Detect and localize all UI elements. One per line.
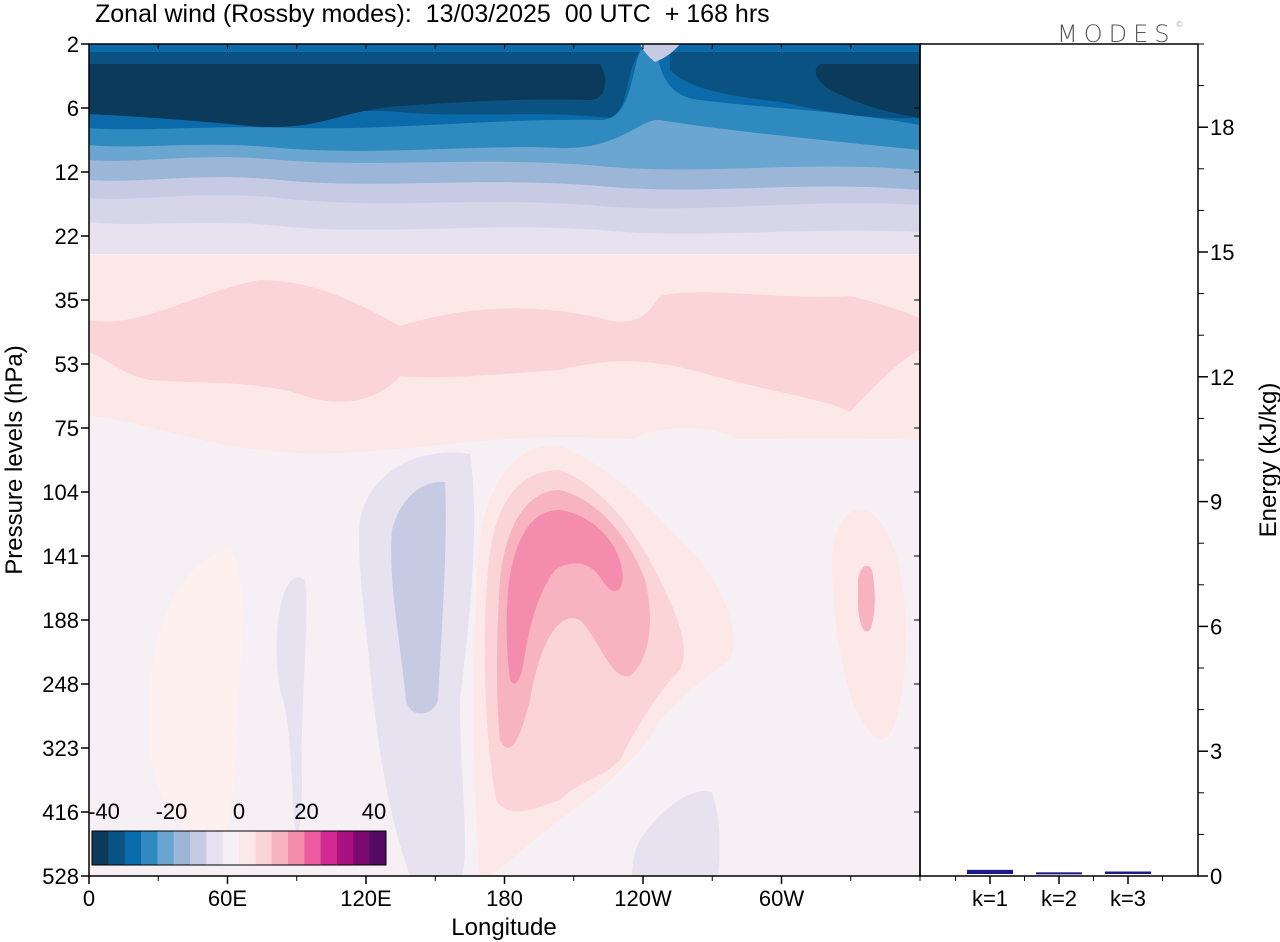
energy-categories: k=1 k=2 k=3: [955, 876, 1163, 911]
y-axis-title: Pressure levels (hPa): [1, 345, 28, 574]
energy-tick-label: 15: [1210, 240, 1234, 265]
weak-gap: [640, 44, 680, 62]
colorbar-swatch: [141, 831, 158, 865]
energy-tick-label: 18: [1210, 115, 1234, 140]
weak-strip-east: [780, 571, 806, 769]
y-tick-label: 188: [42, 608, 79, 633]
energy-plot-frame: [919, 43, 1199, 877]
x-axis: 0 60E 120E 180 120W 60W: [83, 44, 921, 911]
westerly-blob-east-core: [858, 565, 875, 632]
x-axis-title: Longitude: [451, 914, 556, 941]
core-minus45-west: [89, 64, 606, 128]
y-tick-label: 6: [67, 96, 79, 121]
westerly-jet-core: [506, 510, 623, 684]
colorbar-swatch: [222, 831, 240, 865]
y-tick-label: 53: [55, 352, 79, 377]
y-tick-label: 104: [42, 480, 79, 505]
colorbar-swatch: [255, 831, 273, 865]
x-tick-label: 120W: [614, 886, 672, 911]
energy-bar: [1105, 871, 1151, 874]
energy-tick-label: 0: [1210, 864, 1222, 889]
y-tick-label: 323: [42, 736, 79, 761]
x-tick-label: 0: [83, 886, 95, 911]
colorbar-swatch: [239, 831, 256, 865]
colorbar-tick-label: 40: [362, 799, 386, 824]
colorbar-tick-label: -40: [88, 799, 120, 824]
contour-field: [89, 44, 920, 876]
easterly-blob-lower: [632, 791, 720, 876]
y-tick-label: 12: [55, 160, 79, 185]
colorbar-tick-label: 20: [294, 799, 318, 824]
x-tick-label: 120E: [340, 886, 391, 911]
easterly-core-140e: [391, 481, 446, 714]
colorbar-swatch: [337, 831, 354, 865]
y-tick-label: 416: [42, 800, 79, 825]
colorbar-frame: [91, 830, 387, 866]
colorbar-swatch: [92, 831, 109, 865]
y-tick-label: 528: [42, 864, 79, 889]
colorbar-labels: -40 -20 0 20 40: [88, 799, 386, 824]
weak-westerly-west: [150, 548, 243, 850]
energy-bar: [1036, 872, 1082, 875]
energy-category-label: k=1: [972, 886, 1008, 911]
chart-title: Zonal wind (Rossby modes): 13/03/2025 00…: [95, 0, 770, 28]
y-axis-right: 0 3 6 9 12 15 18: [1198, 43, 1234, 889]
colorbar-tick-label: -20: [156, 799, 188, 824]
energy-category-label: k=2: [1041, 886, 1077, 911]
energy-tick-label: 12: [1210, 365, 1234, 390]
weak-patch-mid: [630, 428, 740, 478]
colorbar-swatch: [108, 831, 126, 865]
y-tick-label: 22: [55, 224, 79, 249]
y-tick-label: 141: [42, 544, 79, 569]
energy-category-label: k=3: [1110, 886, 1146, 911]
colorbar-tick-label: 0: [233, 799, 245, 824]
easterly-strip-90e: [276, 577, 307, 837]
y-axis-left: 2 6 12 22 35 53 75 104 141 188 248 323 416 528: [42, 32, 920, 889]
brand-mark: ©: [1175, 20, 1184, 29]
colorbar-swatch: [369, 831, 387, 865]
energy-bars: [967, 869, 1151, 875]
colorbar-swatch: [288, 831, 305, 865]
energy-tick-label: 9: [1210, 490, 1222, 515]
colorbar-swatch: [353, 831, 371, 865]
y-tick-label: 75: [55, 416, 79, 441]
colorbar-swatch: [304, 831, 322, 865]
colorbar-swatch: [320, 831, 338, 865]
colorbar-swatch: [173, 831, 191, 865]
colorbar-swatch: [206, 831, 224, 865]
y-tick-label: 2: [67, 32, 79, 57]
y-tick-label: 248: [42, 672, 79, 697]
energy-tick-label: 3: [1210, 739, 1222, 764]
energy-axis-title: Energy (kJ/kg): [1255, 383, 1280, 538]
colorbar-swatch: [190, 831, 207, 865]
core-minus45-east: [815, 64, 920, 118]
band-plus10: [89, 280, 920, 412]
colorbar: [91, 830, 387, 866]
energy-tick-label: 6: [1210, 614, 1222, 639]
colorbar-swatch: [124, 831, 142, 865]
colorbar-swatch: [157, 831, 175, 865]
colorbar-swatch: [271, 831, 289, 865]
x-tick-label: 60E: [208, 886, 247, 911]
y-tick-label: 35: [55, 288, 79, 313]
x-tick-label: 180: [486, 886, 523, 911]
energy-bar: [967, 869, 1013, 874]
x-tick-label: 60W: [759, 886, 804, 911]
